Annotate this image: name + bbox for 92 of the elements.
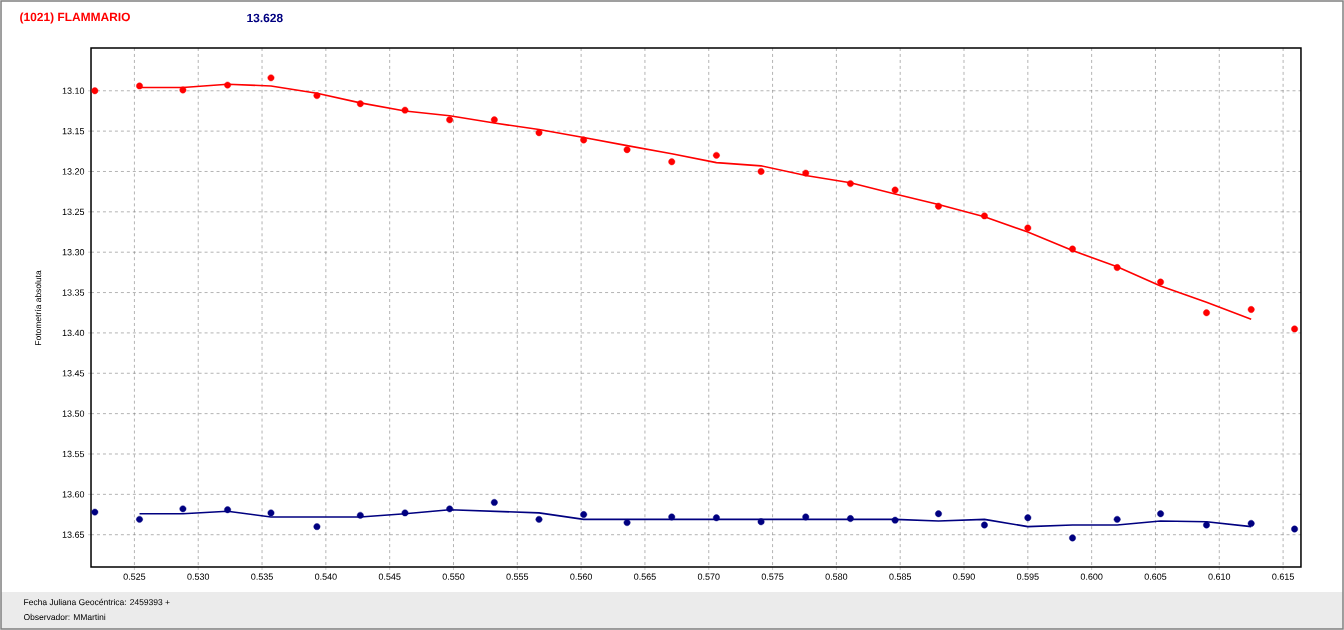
point [356, 100, 364, 108]
point [847, 180, 854, 187]
point [1203, 521, 1210, 529]
point [267, 509, 275, 517]
x-tick-label: 0.595 [1016, 573, 1039, 580]
point [490, 499, 498, 506]
text: Fecha Juliana Geocéntrica: 2459393 + [24, 598, 170, 606]
point [935, 202, 942, 210]
text: Observador: MMartini [23, 613, 106, 621]
point [1291, 525, 1298, 533]
y-tick-label: 13.25 [62, 208, 85, 216]
point [580, 511, 588, 518]
x-tick-label: 0.550 [442, 573, 465, 580]
y-tick-label: 13.50 [62, 410, 85, 417]
x-tick-label: 0.580 [825, 573, 848, 580]
point [224, 506, 231, 514]
x-tick-label: 0.575 [761, 573, 784, 580]
point [1157, 510, 1164, 518]
x-tick-label: 0.590 [953, 573, 975, 580]
y-tick-label: 13.35 [62, 289, 85, 296]
y-tick-label: 13.55 [62, 450, 85, 458]
point [1157, 278, 1164, 286]
point [1113, 264, 1121, 271]
point [891, 186, 899, 194]
point [535, 129, 543, 137]
point [981, 521, 988, 529]
point [1247, 306, 1255, 313]
x-tick-label: 0.530 [187, 573, 210, 580]
point [1024, 514, 1032, 522]
x-tick-label: 0.560 [570, 573, 592, 580]
x-tick-label: 0.600 [1080, 573, 1103, 580]
point [136, 82, 143, 90]
point [713, 151, 720, 159]
point [668, 513, 676, 521]
x-tick-label: 0.555 [506, 573, 529, 580]
x-tick-label: 0.535 [251, 573, 273, 580]
point [802, 513, 810, 521]
point [623, 146, 631, 154]
chart-title: (1021) FLAMMARIO [20, 12, 130, 24]
point [91, 508, 99, 516]
point [713, 514, 720, 522]
point [267, 74, 275, 82]
point [1069, 534, 1076, 542]
x-tick-label: 0.570 [697, 573, 720, 580]
point [446, 505, 454, 513]
point [1113, 515, 1121, 523]
point [490, 116, 498, 124]
y-tick-label: 13.15 [62, 127, 85, 135]
point [935, 510, 942, 518]
x-tick-label: 0.615 [1272, 573, 1294, 580]
y-tick-label: 13.20 [62, 168, 85, 175]
chart-subtitle: 13.628 [247, 13, 283, 23]
x-tick-label: 0.605 [1144, 573, 1167, 580]
y-tick-label: 13.10 [62, 87, 85, 94]
point [356, 511, 364, 519]
point [313, 92, 321, 100]
point [446, 116, 454, 124]
point [757, 168, 765, 175]
point [535, 515, 543, 523]
point [668, 158, 676, 166]
point [1024, 224, 1032, 232]
y-tick-label: 13.40 [62, 329, 85, 337]
point [623, 519, 631, 526]
point [1203, 309, 1210, 317]
point [401, 509, 409, 517]
point [401, 106, 409, 114]
point [981, 212, 988, 220]
x-tick-label: 0.540 [314, 573, 337, 580]
x-tick-label: 0.610 [1208, 573, 1231, 580]
point [179, 505, 187, 513]
y-tick-label: 13.45 [62, 370, 85, 377]
x-tick-label: 0.565 [634, 573, 656, 580]
point [757, 518, 765, 526]
point [802, 169, 810, 177]
point [847, 515, 854, 522]
point [136, 515, 143, 523]
point [1291, 325, 1298, 333]
point [1069, 245, 1076, 253]
point [1247, 520, 1255, 527]
point [179, 86, 187, 94]
x-tick-label: 0.585 [889, 573, 912, 580]
y-tick-label: 13.65 [62, 531, 85, 538]
point [580, 136, 588, 144]
y-tick-label: 13.60 [62, 491, 85, 498]
point [224, 81, 231, 89]
y-tick-label: 13.30 [62, 249, 85, 256]
point [891, 516, 899, 524]
point [91, 87, 99, 95]
x-tick-label: 0.545 [378, 573, 401, 580]
y-axis-title: Fotometría absoluta [34, 270, 42, 345]
point [313, 523, 321, 531]
x-tick-label: 0.525 [123, 573, 146, 580]
